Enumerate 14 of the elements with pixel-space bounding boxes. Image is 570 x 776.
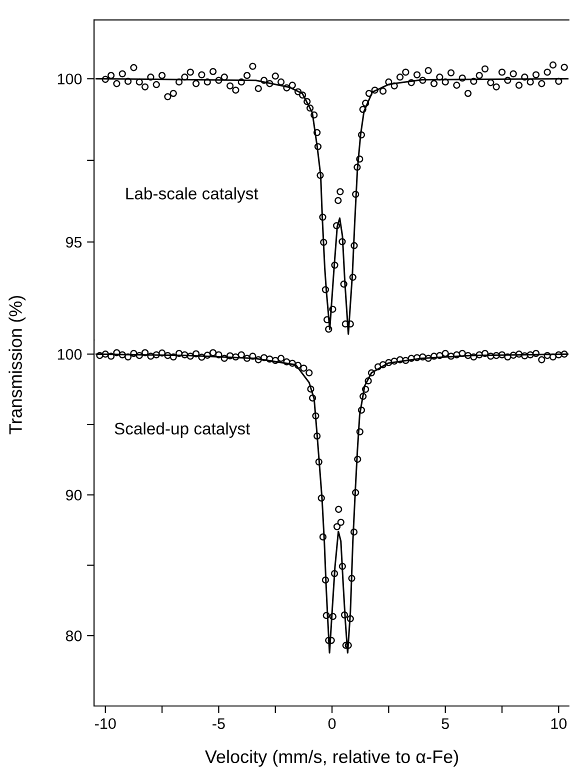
annotation: Lab-scale catalyst [126,187,258,203]
x-tick-label: -10 [95,718,116,730]
y-axis-title: Transmission (%) [8,296,26,434]
y-tick-label: 80 [66,630,82,642]
x-tick-label: -5 [212,718,225,730]
x-tick-label: 5 [442,718,449,730]
y-tick-label: 90 [66,490,82,501]
x-tick-label: 0 [328,718,336,730]
y-tick-label: 100 [58,74,82,84]
y-tick-label: 95 [66,236,82,248]
annotation: Scaled-up catalyst [114,422,250,438]
x-axis-title: Velocity (mm/s, relative to α-Fe) [204,750,458,767]
x-tick-label: 10 [551,718,567,730]
y-tick-label: 100 [58,348,82,360]
